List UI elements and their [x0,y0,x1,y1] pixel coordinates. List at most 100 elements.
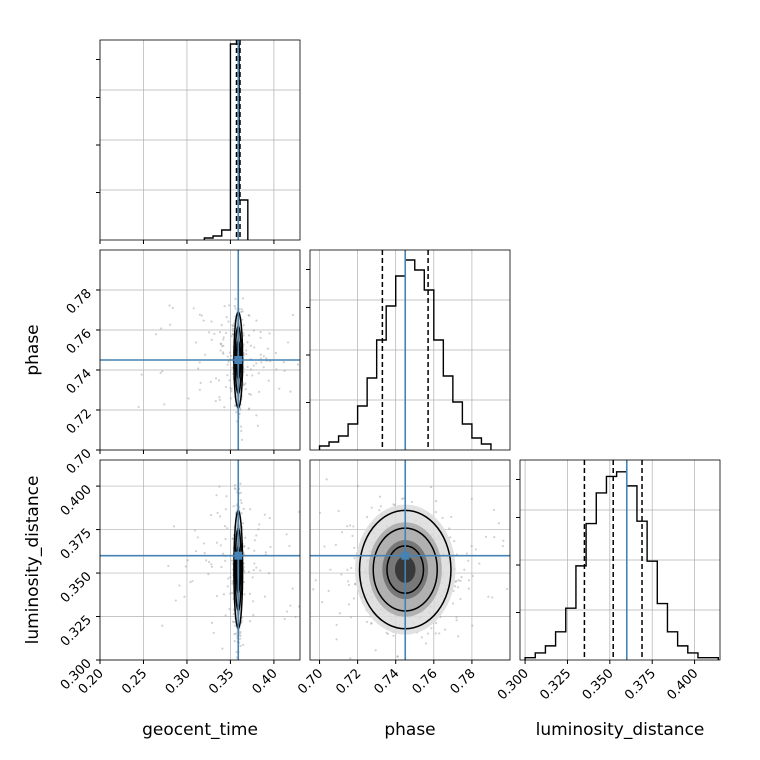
scatter-point [338,612,341,615]
scatter-point [223,406,226,409]
scatter-point [455,580,458,583]
histogram-line [524,471,720,660]
scatter-point [219,544,222,547]
scatter-point [263,513,266,516]
scatter-point [257,372,260,375]
scatter-point [329,568,332,571]
y-tick-label: 0.375 [58,526,95,563]
scatter-point [209,380,212,384]
scatter-point [226,585,229,588]
scatter-point [197,367,200,370]
scatter-point [434,632,437,635]
scatter-point [460,576,463,579]
scatter-point [252,613,255,617]
scatter-point [198,313,201,316]
scatter-point [337,509,340,512]
scatter-point [275,368,278,371]
scatter-point [245,374,249,377]
scatter-point [345,525,349,528]
panel-phase [306,249,511,451]
scatter-point [263,595,266,598]
scatter-point [465,552,468,555]
scatter-point [231,620,235,623]
scatter-point [224,331,228,335]
scatter-point [255,414,258,417]
scatter-point [291,587,294,590]
scatter-point [265,357,268,360]
scatter-point [255,362,258,365]
scatter-point [234,624,237,627]
scatter-point [450,515,453,519]
scatter-point [240,501,243,505]
scatter-point [453,540,456,543]
scatter-point [228,351,232,354]
scatter-point [434,510,437,514]
scatter-point [253,562,256,565]
scatter-point [235,650,238,654]
scatter-point [253,346,256,349]
scatter-point [240,310,243,314]
scatter-point [243,571,246,574]
scatter-point [239,631,242,634]
scatter-points [310,478,509,669]
scatter-point [241,318,244,321]
scatter-point [347,603,351,606]
scatter-point [248,392,251,396]
scatter-point [467,559,470,562]
scatter-point [178,584,181,587]
scatter-point [420,636,423,639]
scatter-point [459,597,462,601]
scatter-point [269,545,272,549]
scatter-point [233,305,236,308]
scatter-point [485,667,487,669]
scatter-point [191,579,194,583]
scatter-point [215,494,218,497]
scatter-point [274,351,277,355]
scatter-point [312,588,315,591]
scatter-point [246,365,249,368]
panel-geocent_time-vs-luminosity_distance [96,428,318,665]
scatter-point [484,535,488,538]
scatter-point [210,621,214,624]
scatter-point [298,510,300,513]
scatter-point [453,585,457,588]
scatter-point [234,632,237,635]
scatter-point [171,306,174,310]
scatter-point [267,379,270,382]
scatter-point [230,559,234,562]
axes-frame [99,249,301,451]
scatter-point [140,373,143,376]
scatter-point [227,320,230,323]
scatter-point [454,580,457,583]
scatter-point [240,429,243,433]
scatter-point [452,589,455,593]
scatter-point [291,313,295,316]
scatter-point [448,527,451,530]
scatter-point [301,654,303,656]
scatter-point [286,341,290,344]
scatter-point [474,548,477,551]
scatter-point [248,620,252,623]
scatter-point [252,364,255,367]
panel-geocent_time-vs-phase [96,249,301,454]
scatter-point [207,663,209,665]
scatter-point [242,334,245,337]
scatter-point [233,620,236,624]
scatter-point [230,354,233,358]
scatter-point [198,361,201,364]
scatter-point [222,593,226,596]
scatter-point [228,608,231,611]
scatter-point [240,308,243,311]
scatter-point [347,583,350,587]
scatter-point [262,355,265,358]
scatter-point [222,552,225,555]
scatter-point [249,344,253,347]
scatter-point [356,485,360,488]
scatter-point [502,539,505,542]
scatter-point [471,574,474,578]
scatter-point [282,428,284,430]
scatter-point [316,608,318,610]
scatter-point [352,525,355,528]
scatter-point [374,649,377,652]
scatter-point [229,397,232,400]
